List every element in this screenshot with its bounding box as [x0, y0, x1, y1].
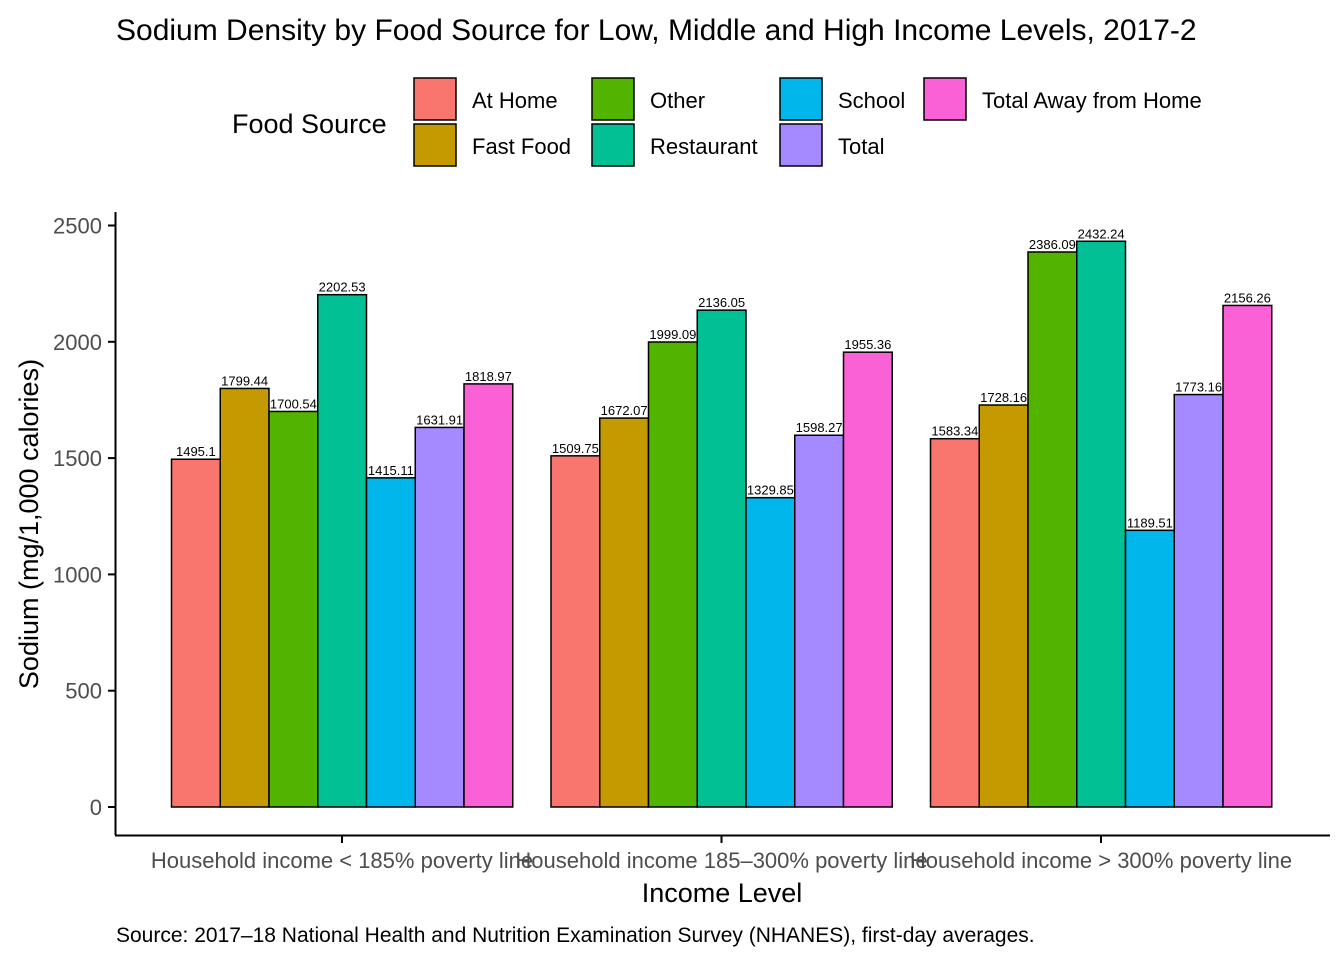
bar [842, 351, 893, 808]
bar [647, 341, 698, 808]
legend-label: School [838, 88, 905, 113]
bar-value-label: 1583.34 [931, 424, 978, 439]
bar [268, 410, 319, 808]
bar-value-label: 2386.09 [1029, 237, 1076, 252]
y-axis-label: Sodium (mg/1,000 calories) [14, 359, 44, 689]
x-tick-label: Household income < 185% poverty line [151, 848, 533, 873]
y-tick-label: 0 [90, 795, 102, 820]
bar [414, 426, 465, 808]
legend: At Home Fast Food Other Restaurant School Tot… [413, 77, 1202, 167]
bars [170, 240, 1273, 808]
y-tick-label: 2500 [53, 214, 102, 239]
legend-swatch [413, 123, 457, 167]
bar [1222, 304, 1273, 808]
legend-item: At Home [413, 77, 558, 121]
caption: Source: 2017–18 National Health and Nutr… [116, 924, 1035, 947]
legend-label: Fast Food [472, 134, 571, 159]
legend-swatch [413, 77, 457, 121]
bar-value-label: 2136.05 [698, 295, 745, 310]
bar-value-label: 2156.26 [1224, 290, 1271, 305]
bar [317, 293, 368, 808]
bar [170, 458, 221, 808]
legend-item: Restaurant [591, 123, 758, 167]
bar [929, 437, 980, 808]
bar-value-label: 1495.1 [176, 444, 216, 459]
bar-value-label: 1329.85 [747, 483, 794, 498]
legend-item: Total [779, 123, 884, 167]
bar-value-label: 1955.36 [844, 337, 891, 352]
bar [463, 383, 514, 808]
bar-value-label: 1700.54 [270, 396, 317, 411]
bar-value-label: 1728.16 [980, 390, 1027, 405]
bar [1076, 240, 1127, 808]
bar [794, 434, 845, 808]
bar-value-label: 1189.51 [1127, 515, 1173, 530]
bar [745, 496, 796, 808]
bar [599, 417, 650, 808]
legend-swatch [591, 123, 635, 167]
bar-value-label: 1509.75 [552, 441, 599, 456]
bar-value-label: 1631.91 [416, 412, 463, 427]
x-tick-label: Household income > 300% poverty line [910, 848, 1292, 873]
bar-value-label: 1672.07 [601, 403, 648, 418]
bar [1124, 529, 1175, 808]
y-ticks: 0 500 1000 1500 2000 2500 [53, 214, 115, 820]
y-tick-label: 500 [65, 679, 102, 704]
legend-title: Food Source [232, 109, 387, 139]
legend-item: Total Away from Home [923, 77, 1202, 121]
chart-title: Sodium Density by Food Source for Low, M… [116, 14, 1197, 47]
bar-value-label: 2202.53 [319, 280, 366, 295]
bar [978, 404, 1029, 808]
bar [219, 387, 270, 808]
legend-label: Total [838, 134, 884, 159]
legend-swatch [779, 77, 823, 121]
bar [365, 477, 416, 808]
bar-value-label: 1999.09 [649, 327, 696, 342]
legend-swatch [591, 77, 635, 121]
y-tick-label: 1000 [53, 562, 102, 587]
bar-value-label: 1415.11 [368, 463, 414, 478]
bar [1173, 393, 1224, 808]
legend-item: Other [591, 77, 705, 121]
bar [696, 309, 747, 808]
legend-label: Other [650, 88, 705, 113]
x-tick-label: Household income 185–300% poverty line [515, 848, 927, 873]
bar-value-label: 1773.16 [1175, 380, 1222, 395]
legend-label: At Home [472, 88, 558, 113]
axes [114, 212, 1330, 837]
bar [550, 455, 601, 808]
bar [1027, 251, 1078, 808]
legend-item: Fast Food [413, 123, 571, 167]
legend-swatch [923, 77, 967, 121]
x-ticks: Household income < 185% poverty lineHous… [151, 836, 1292, 873]
legend-item: School [779, 77, 905, 121]
x-axis-label: Income Level [642, 878, 803, 908]
bar-value-label: 1818.97 [465, 369, 512, 384]
legend-label: Restaurant [650, 134, 758, 159]
y-tick-label: 2000 [53, 330, 102, 355]
bar-value-label: 1799.44 [221, 373, 268, 388]
bar-value-label: 1598.27 [796, 420, 843, 435]
legend-label: Total Away from Home [982, 88, 1202, 113]
y-tick-label: 1500 [53, 446, 102, 471]
legend-swatch [779, 123, 823, 167]
bar-value-label: 2432.24 [1078, 226, 1125, 241]
